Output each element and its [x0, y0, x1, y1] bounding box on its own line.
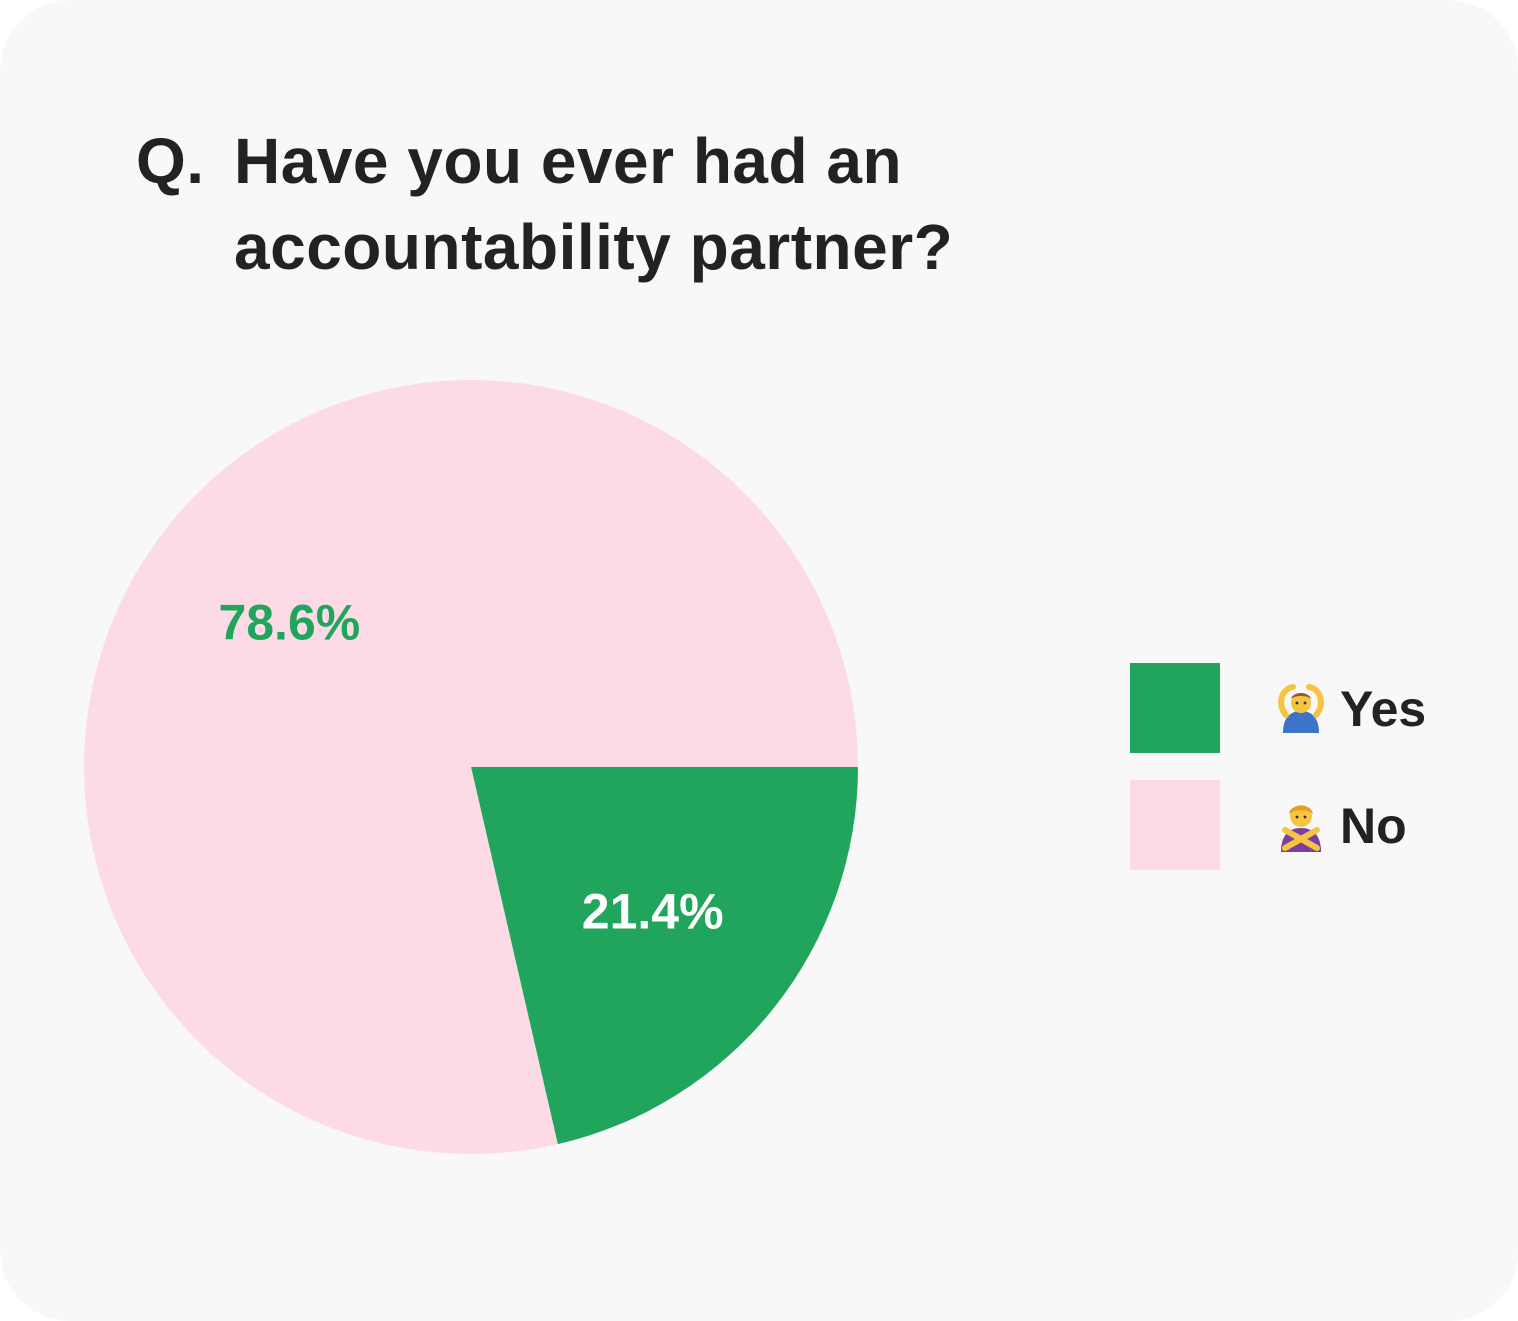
pie-slice-no	[84, 379, 859, 1155]
pie-slice-labels: 21.4% 78.6%	[218, 594, 723, 939]
person-gesturing-ok-icon	[1278, 684, 1324, 733]
question-prefix: Q.	[136, 125, 205, 197]
legend-swatch-yes	[1130, 663, 1220, 753]
legend-label-no: No	[1340, 798, 1407, 854]
slice-label-yes: 21.4%	[582, 884, 724, 940]
legend-swatch-no	[1130, 780, 1220, 870]
slice-label-no: 78.6%	[218, 594, 360, 650]
legend-label-yes: Yes	[1340, 681, 1427, 737]
pie-slices	[84, 379, 859, 1155]
person-gesturing-no-icon	[1281, 805, 1321, 852]
pie-slice-yes	[471, 767, 858, 1145]
question-title: Have you ever had an accountability part…	[234, 125, 954, 283]
